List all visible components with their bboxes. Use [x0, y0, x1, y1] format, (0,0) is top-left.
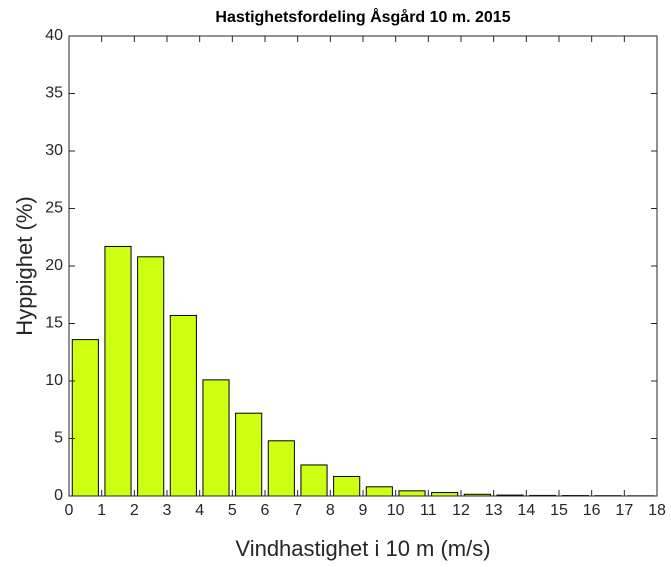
bar	[267, 440, 295, 497]
bar	[398, 490, 426, 497]
x-tick-label: 2	[130, 502, 139, 519]
bar	[71, 339, 99, 497]
bar	[137, 256, 165, 497]
y-tick-label: 10	[45, 372, 63, 389]
x-tick-label: 3	[163, 502, 172, 519]
x-tick-label: 4	[195, 502, 204, 519]
y-tick-label: 35	[45, 85, 63, 102]
x-tick-label: 11	[420, 502, 437, 519]
x-tick-label: 13	[485, 502, 503, 519]
y-tick-label: 5	[54, 430, 63, 447]
bar	[431, 492, 459, 497]
x-tick-label: 12	[452, 502, 470, 519]
x-tick-label: 16	[583, 502, 601, 519]
x-tick-label: 6	[261, 502, 270, 519]
bar	[300, 464, 328, 497]
x-tick-label: 15	[550, 502, 568, 519]
x-tick-label: 1	[97, 502, 106, 519]
x-tick-label: 0	[65, 502, 74, 519]
y-tick-label: 40	[45, 27, 63, 44]
x-tick-label: 14	[517, 502, 535, 519]
y-tick-label: 25	[45, 200, 63, 217]
bar	[104, 245, 132, 497]
y-axis-label: Hyppighet (%)	[12, 196, 37, 335]
x-tick-label: 9	[359, 502, 368, 519]
x-tick-label: 5	[228, 502, 237, 519]
bar	[235, 412, 263, 497]
x-tick-label: 17	[615, 502, 633, 519]
bar	[169, 314, 197, 497]
x-tick-label: 7	[293, 502, 302, 519]
y-tick-label: 20	[45, 257, 63, 274]
x-tick-label: 18	[648, 502, 666, 519]
x-axis-label: Vindhastighet i 10 m (m/s)	[235, 536, 490, 561]
y-tick-label: 15	[45, 315, 63, 332]
bar	[202, 379, 230, 497]
x-tick-label: 8	[326, 502, 335, 519]
chart-title: Hastighetsfordeling Åsgård 10 m. 2015	[215, 7, 510, 26]
y-tick-label: 30	[45, 142, 63, 159]
bar	[333, 475, 361, 497]
y-tick-label: 0	[54, 487, 63, 504]
bar	[365, 486, 393, 497]
x-tick-label: 10	[387, 502, 405, 519]
